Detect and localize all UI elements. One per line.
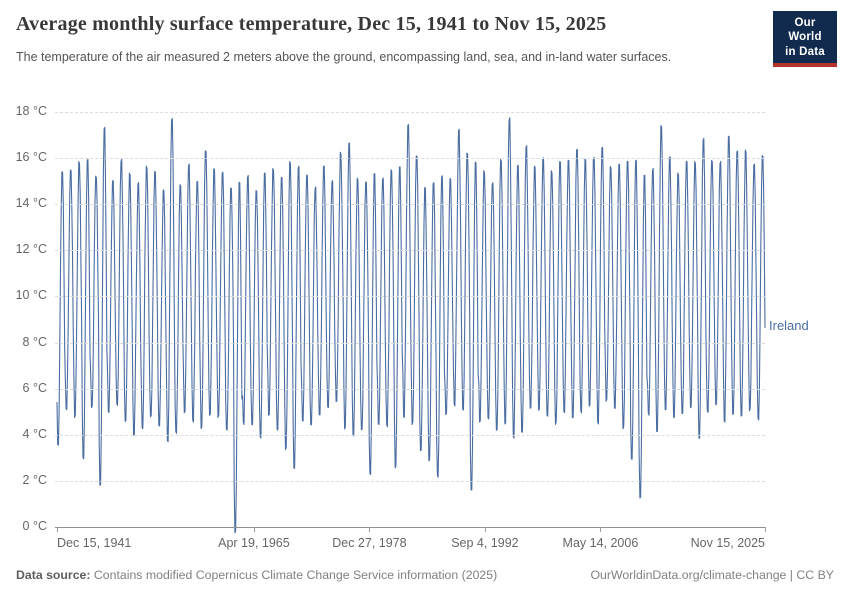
gridline bbox=[55, 250, 765, 252]
x-tick-label: Nov 15, 2025 bbox=[690, 536, 765, 550]
y-tick-label: 6 °C bbox=[22, 380, 47, 395]
x-tick-label: Sep 4, 1992 bbox=[451, 536, 519, 550]
gridline bbox=[55, 388, 765, 390]
y-tick-label: 14 °C bbox=[15, 196, 47, 211]
owid-logo-line2: in Data bbox=[785, 45, 825, 58]
x-tick-label: May 14, 2006 bbox=[562, 536, 639, 550]
y-tick-label: 8 °C bbox=[22, 334, 47, 349]
y-tick-label: 18 °C bbox=[15, 104, 47, 118]
y-tick-label: 16 °C bbox=[15, 150, 47, 165]
x-axis-tick bbox=[600, 527, 602, 532]
y-tick-label: 10 °C bbox=[15, 288, 47, 303]
y-tick-label: 2 °C bbox=[22, 472, 47, 487]
x-tick-label: Dec 27, 1978 bbox=[332, 536, 407, 550]
entity-label-ireland: Ireland bbox=[769, 318, 809, 334]
page-title: Average monthly surface temperature, Dec… bbox=[16, 13, 607, 35]
gridline bbox=[55, 112, 765, 113]
page-subtitle: The temperature of the air measured 2 me… bbox=[16, 50, 672, 64]
x-axis-tick bbox=[484, 527, 486, 532]
data-source-text: Contains modified Copernicus Climate Cha… bbox=[93, 568, 498, 582]
chart-footer: Data source: Contains modified Copernicu… bbox=[16, 568, 834, 582]
x-axis-tick bbox=[765, 527, 766, 532]
x-axis-tick bbox=[369, 527, 371, 532]
data-source: Data source: Contains modified Copernicu… bbox=[16, 568, 497, 582]
gridline bbox=[55, 342, 765, 344]
y-tick-label: 12 °C bbox=[15, 242, 47, 257]
gridline bbox=[55, 434, 765, 436]
gridline bbox=[55, 204, 765, 206]
x-tick-label: Apr 19, 1965 bbox=[218, 536, 290, 550]
x-tick-label: Dec 15, 1941 bbox=[57, 536, 132, 550]
data-source-label: Data source: bbox=[16, 568, 91, 582]
x-axis-tick bbox=[253, 527, 255, 532]
credit-link[interactable]: OurWorldinData.org/climate-change | CC B… bbox=[590, 568, 834, 582]
series-line-ireland bbox=[56, 117, 766, 534]
gridline bbox=[55, 296, 765, 298]
owid-logo-line1: Our World bbox=[788, 17, 822, 44]
y-tick-label: 0 °C bbox=[22, 519, 47, 533]
x-axis-tick bbox=[57, 527, 58, 532]
gridline bbox=[55, 158, 765, 160]
gridline bbox=[55, 480, 765, 482]
x-axis-line bbox=[55, 527, 765, 528]
y-tick-label: 4 °C bbox=[22, 426, 47, 441]
owid-logo: Our World in Data bbox=[773, 11, 837, 68]
